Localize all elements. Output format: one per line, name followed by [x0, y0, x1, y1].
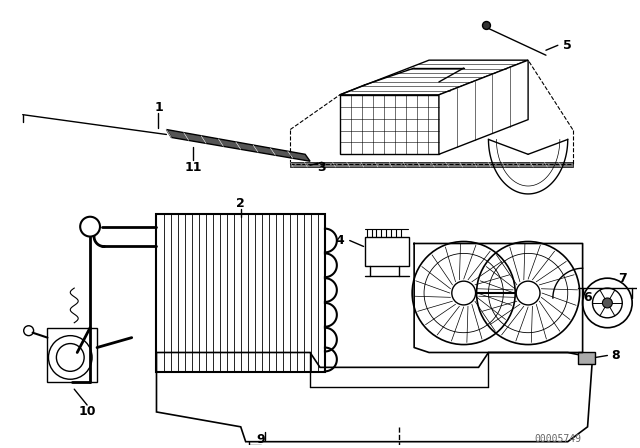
Text: 7: 7	[618, 271, 627, 284]
Bar	[365, 237, 409, 266]
Text: 8: 8	[611, 349, 620, 362]
Polygon shape	[340, 95, 439, 154]
Text: 9: 9	[256, 433, 265, 446]
Text: 10: 10	[78, 405, 96, 418]
Circle shape	[483, 22, 490, 30]
Text: 1: 1	[154, 101, 163, 114]
Polygon shape	[340, 60, 528, 95]
Text: 11: 11	[184, 161, 202, 174]
Text: 4: 4	[335, 234, 344, 247]
Circle shape	[582, 278, 632, 328]
Polygon shape	[439, 60, 528, 154]
Bar	[157, 214, 325, 372]
Text: 5: 5	[563, 39, 572, 52]
Polygon shape	[166, 129, 310, 161]
Bar	[578, 353, 595, 364]
Polygon shape	[291, 162, 573, 167]
Text: 3: 3	[317, 161, 326, 174]
Text: 6: 6	[583, 292, 592, 305]
Text: 00005749: 00005749	[534, 434, 581, 444]
Text: 2: 2	[236, 198, 245, 211]
Circle shape	[602, 298, 612, 308]
Bar	[47, 328, 97, 382]
